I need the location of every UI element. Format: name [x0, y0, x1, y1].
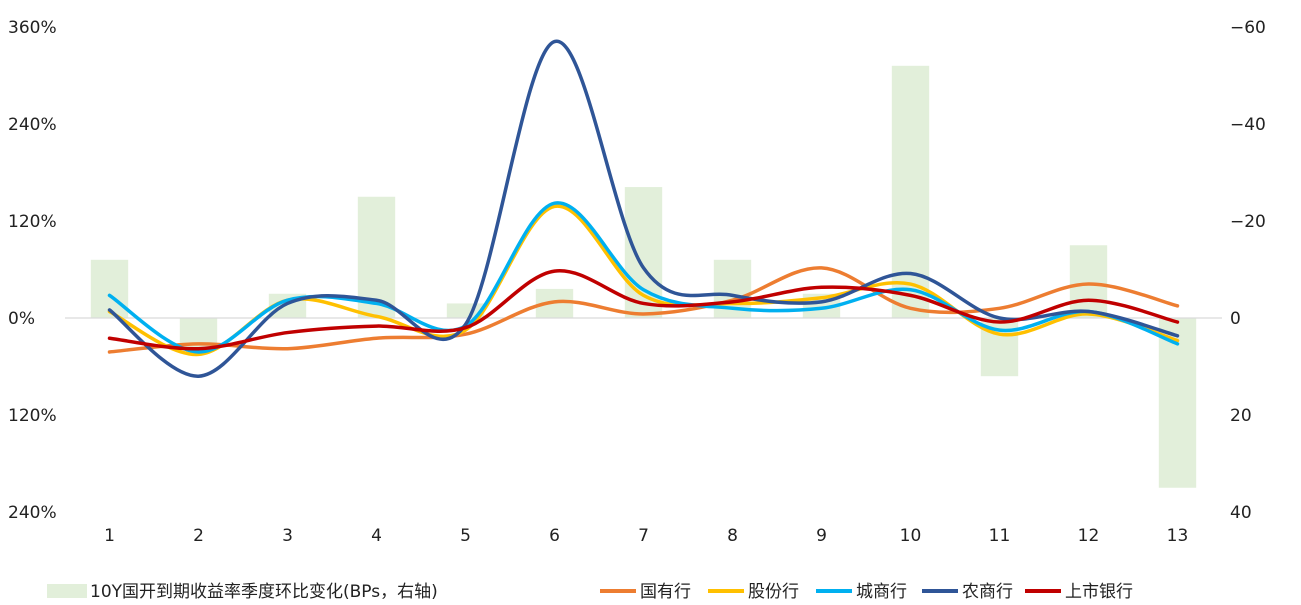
x-tick-label: 3 [282, 526, 293, 546]
legend-label-4: 上市银行 [1065, 582, 1133, 602]
x-tick-label: 4 [371, 526, 382, 546]
legend-label-2: 城商行 [856, 582, 907, 602]
x-tick-label: 1 [104, 526, 115, 546]
right-tick-label: −20 [1230, 212, 1266, 232]
x-tick-label: 8 [727, 526, 738, 546]
left-tick-label: 360% [8, 18, 57, 38]
x-tick-label: 12 [1078, 526, 1100, 546]
legend-label-1: 股份行 [748, 582, 799, 602]
right-tick-label: 0 [1230, 309, 1241, 329]
left-tick-label: 120% [8, 406, 57, 426]
x-tick-label: 10 [900, 526, 922, 546]
left-tick-label: 0% [8, 309, 35, 329]
x-tick-label: 11 [989, 526, 1011, 546]
bar-10 [891, 65, 930, 318]
series-line-4 [107, 269, 1180, 351]
series-line-0 [107, 266, 1180, 354]
right-tick-label: 40 [1230, 503, 1252, 523]
bar-12 [1069, 245, 1108, 318]
legend-label-bar: 10Y国开到期收益率季度环比变化(BPs，右轴) [90, 582, 438, 602]
left-tick-label: 240% [8, 503, 57, 523]
left-tick-label: 240% [8, 115, 57, 135]
right-tick-label: 20 [1230, 406, 1252, 426]
series-line-3 [107, 39, 1180, 378]
legend-label-0: 国有行 [640, 582, 691, 602]
x-tick-label: 5 [460, 526, 471, 546]
x-tick-label: 7 [638, 526, 649, 546]
x-tick-label: 13 [1167, 526, 1189, 546]
right-tick-label: −40 [1230, 115, 1266, 135]
x-tick-label: 2 [193, 526, 204, 546]
legend-swatch-bar [47, 584, 87, 598]
x-tick-label: 9 [816, 526, 827, 546]
right-tick-label: −60 [1230, 18, 1266, 38]
legend-label-3: 农商行 [962, 582, 1013, 602]
x-tick-label: 6 [549, 526, 560, 546]
bar-13 [1158, 318, 1197, 488]
left-tick-label: 120% [8, 212, 57, 232]
series-line-2 [107, 201, 1180, 354]
